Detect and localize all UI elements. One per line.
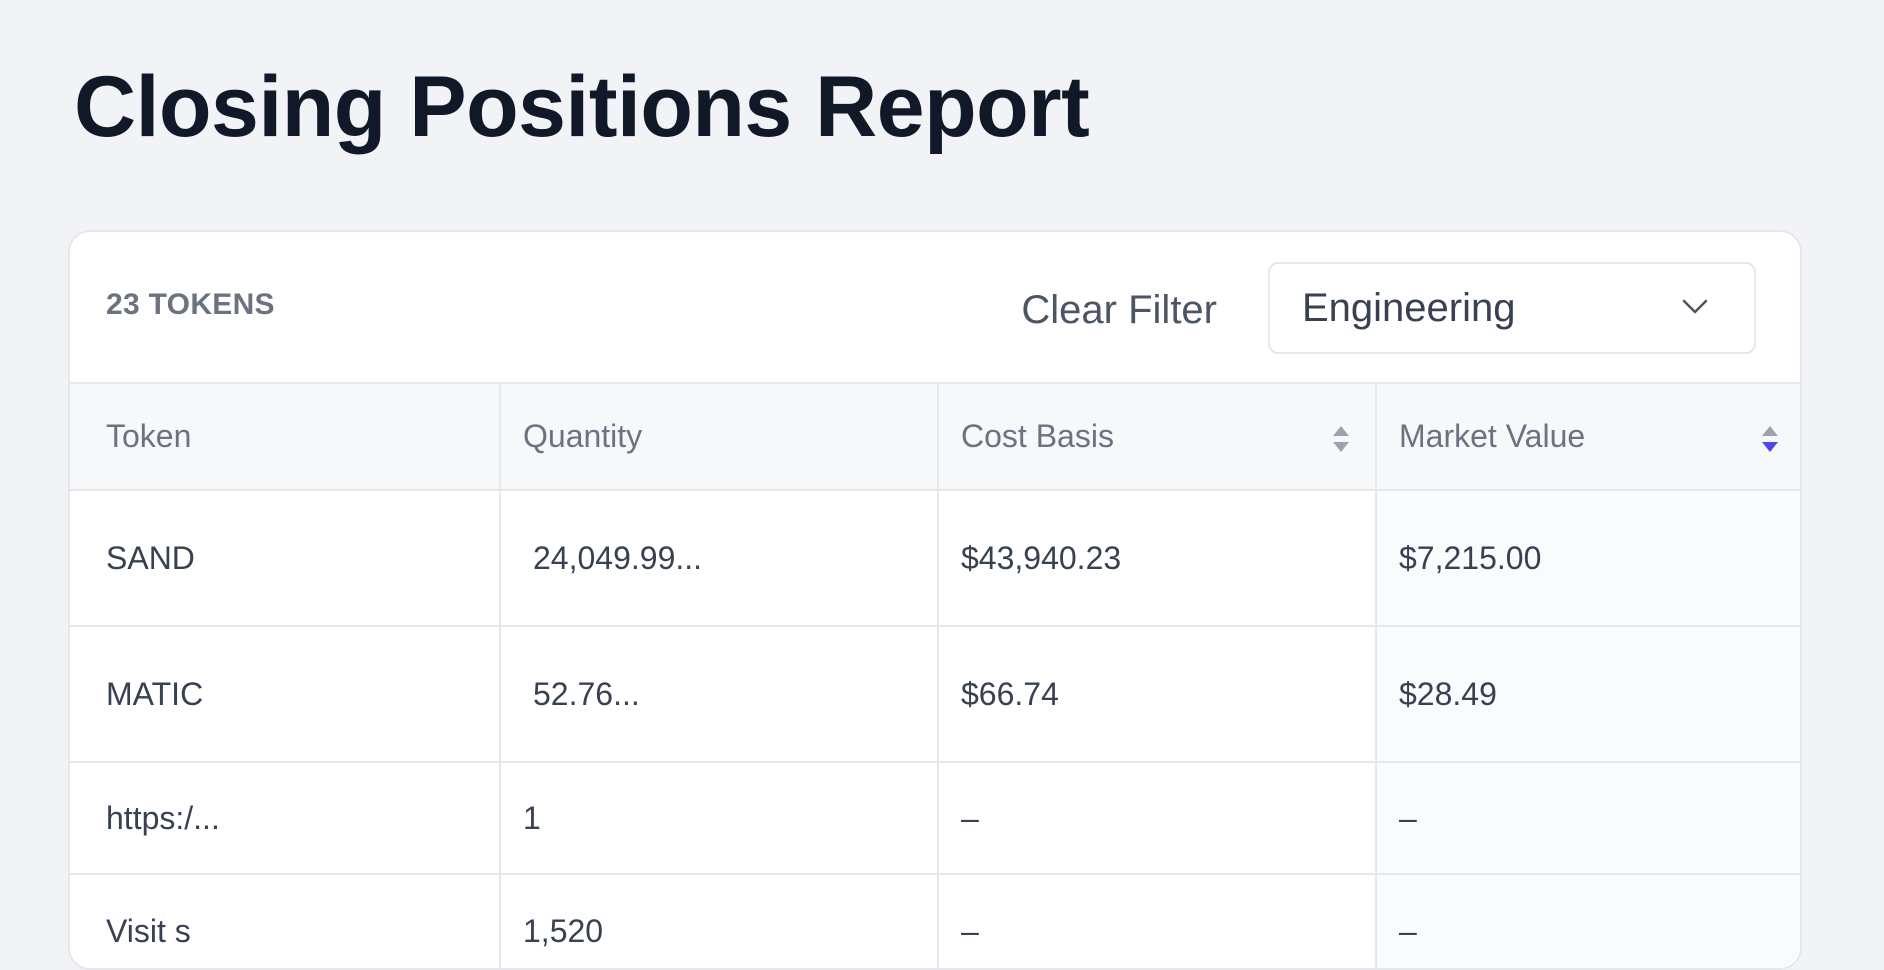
filter-select[interactable]: Engineering [1268,262,1756,354]
chevron-down-icon [1682,299,1708,314]
cell-quantity: 1,520 [500,874,939,968]
cell-cost-basis: – [938,874,1377,968]
table-row[interactable]: Visit s 1,520 – – [70,874,1800,968]
card-header: 23 TOKENS Clear Filter Engineering [70,232,1800,384]
cell-cost-basis: $66.74 [938,626,1377,763]
column-header-market-value[interactable]: Market Value [1376,384,1800,491]
cell-market-value: – [1376,874,1800,968]
page-title: Closing Positions Report [74,59,1090,155]
cell-market-value: – [1376,762,1800,875]
clear-filter-button[interactable]: Clear Filter [1021,288,1217,332]
table-header-row: Token Quantity Cost Basis Market Value [70,384,1800,491]
column-header-label: Token [106,418,192,454]
token-count: 23 TOKENS [106,288,275,321]
cell-quantity: 52.76... [500,626,939,763]
positions-card: 23 TOKENS Clear Filter Engineering Token… [68,230,1802,970]
cell-quantity: 1 [500,762,939,875]
cell-cost-basis: – [938,762,1377,875]
column-header-token: Token [70,384,501,491]
column-header-cost-basis[interactable]: Cost Basis [938,384,1377,491]
cell-token: MATIC [70,626,501,763]
table-row[interactable]: https:/... 1 – – [70,762,1800,875]
column-header-label: Cost Basis [961,418,1114,454]
column-header-quantity: Quantity [500,384,939,491]
cell-quantity: 24,049.99... [500,490,939,627]
sort-descending-icon[interactable] [1760,422,1780,456]
cell-cost-basis: $43,940.23 [938,490,1377,627]
cell-market-value: $7,215.00 [1376,490,1800,627]
table-row[interactable]: MATIC 52.76... $66.74 $28.49 [70,626,1800,763]
table-row[interactable]: SAND 24,049.99... $43,940.23 $7,215.00 [70,490,1800,627]
cell-token: SAND [70,490,501,627]
sort-icon[interactable] [1331,422,1351,456]
column-header-label: Market Value [1399,418,1586,454]
cell-market-value: $28.49 [1376,626,1800,763]
cell-token: Visit s [70,874,501,968]
column-header-label: Quantity [523,418,643,454]
positions-table: Token Quantity Cost Basis Market Value [70,384,1800,968]
cell-token: https:/... [70,762,501,875]
filter-select-value: Engineering [1302,285,1516,330]
